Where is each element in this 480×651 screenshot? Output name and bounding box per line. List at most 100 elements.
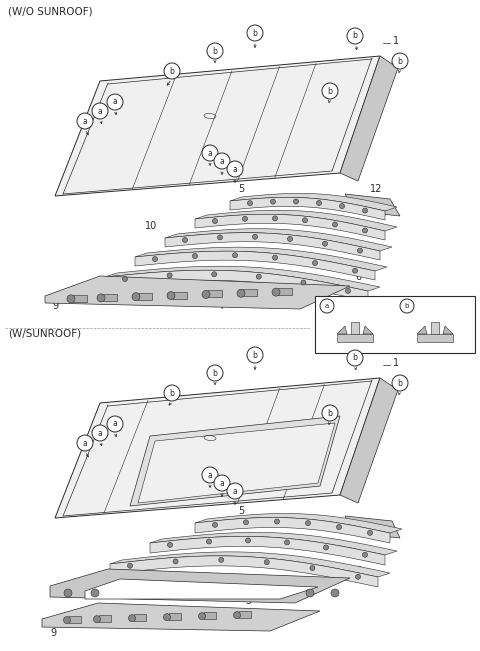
- Text: a: a: [233, 165, 238, 174]
- Polygon shape: [55, 56, 380, 196]
- Circle shape: [288, 236, 292, 242]
- Text: b: b: [327, 408, 333, 417]
- Text: 10: 10: [145, 221, 157, 231]
- Circle shape: [301, 280, 306, 285]
- Text: b: b: [213, 368, 217, 378]
- Polygon shape: [345, 194, 400, 216]
- Text: 6: 6: [355, 566, 361, 576]
- Text: (W/SUNROOF): (W/SUNROOF): [8, 329, 81, 339]
- Polygon shape: [195, 210, 397, 231]
- Circle shape: [392, 375, 408, 391]
- Polygon shape: [230, 193, 397, 211]
- Circle shape: [324, 545, 328, 550]
- Text: b: b: [252, 350, 257, 359]
- Polygon shape: [363, 326, 373, 334]
- Circle shape: [302, 217, 308, 223]
- Circle shape: [168, 542, 172, 547]
- Polygon shape: [55, 378, 380, 518]
- Circle shape: [362, 552, 368, 557]
- Polygon shape: [105, 266, 380, 291]
- Circle shape: [94, 616, 100, 623]
- Circle shape: [199, 613, 205, 620]
- Polygon shape: [110, 552, 390, 577]
- Circle shape: [320, 299, 334, 313]
- Circle shape: [322, 405, 338, 421]
- Circle shape: [333, 222, 337, 227]
- Text: a: a: [97, 428, 102, 437]
- Text: b: b: [213, 46, 217, 55]
- Text: 9: 9: [52, 301, 58, 311]
- Circle shape: [245, 538, 251, 543]
- Polygon shape: [417, 334, 453, 342]
- Circle shape: [122, 277, 128, 281]
- Circle shape: [322, 83, 338, 99]
- Polygon shape: [130, 416, 340, 506]
- Circle shape: [212, 271, 216, 277]
- Circle shape: [312, 260, 317, 266]
- Circle shape: [247, 25, 263, 41]
- Polygon shape: [337, 334, 373, 342]
- Text: 8: 8: [417, 301, 423, 311]
- Text: 6: 6: [355, 272, 361, 282]
- Circle shape: [227, 161, 243, 177]
- Circle shape: [164, 63, 180, 79]
- Polygon shape: [135, 247, 387, 271]
- Polygon shape: [169, 613, 181, 620]
- Circle shape: [77, 113, 93, 129]
- Circle shape: [232, 253, 238, 258]
- Circle shape: [213, 522, 217, 527]
- Polygon shape: [340, 378, 398, 503]
- Circle shape: [305, 521, 311, 525]
- Circle shape: [339, 204, 345, 208]
- Text: 5: 5: [238, 506, 244, 516]
- Circle shape: [206, 539, 212, 544]
- Circle shape: [217, 235, 223, 240]
- Polygon shape: [42, 603, 320, 631]
- Circle shape: [243, 519, 249, 525]
- Circle shape: [336, 525, 341, 529]
- Circle shape: [346, 288, 350, 294]
- Text: a: a: [325, 303, 329, 309]
- Text: a: a: [208, 148, 212, 158]
- Polygon shape: [105, 270, 368, 301]
- Circle shape: [227, 483, 243, 499]
- Polygon shape: [150, 533, 397, 555]
- Circle shape: [219, 557, 224, 562]
- Text: 11: 11: [245, 273, 257, 283]
- Text: 12: 12: [355, 526, 367, 536]
- Text: b: b: [169, 389, 174, 398]
- Circle shape: [153, 256, 157, 262]
- Circle shape: [207, 365, 223, 381]
- Polygon shape: [345, 516, 400, 538]
- Text: b: b: [327, 87, 333, 96]
- Circle shape: [271, 199, 276, 204]
- Polygon shape: [195, 214, 385, 240]
- Circle shape: [331, 589, 339, 597]
- Circle shape: [362, 228, 368, 233]
- Circle shape: [182, 238, 188, 243]
- Polygon shape: [73, 295, 87, 302]
- Circle shape: [213, 219, 217, 223]
- Circle shape: [167, 292, 175, 299]
- Polygon shape: [230, 197, 385, 220]
- Text: b: b: [252, 29, 257, 38]
- Polygon shape: [243, 289, 257, 296]
- Bar: [315, 296, 475, 353]
- Text: a: a: [113, 98, 118, 107]
- Circle shape: [107, 94, 123, 110]
- Circle shape: [233, 612, 240, 618]
- Circle shape: [310, 566, 315, 570]
- Circle shape: [128, 563, 132, 568]
- Circle shape: [306, 589, 314, 597]
- Text: 1: 1: [393, 358, 399, 368]
- Circle shape: [63, 616, 71, 624]
- Circle shape: [202, 290, 210, 298]
- Circle shape: [242, 216, 248, 221]
- Circle shape: [272, 288, 280, 296]
- Polygon shape: [417, 326, 427, 334]
- Polygon shape: [208, 290, 222, 298]
- Text: 7: 7: [337, 301, 343, 311]
- Polygon shape: [150, 536, 385, 565]
- Circle shape: [347, 350, 363, 366]
- Polygon shape: [110, 556, 378, 587]
